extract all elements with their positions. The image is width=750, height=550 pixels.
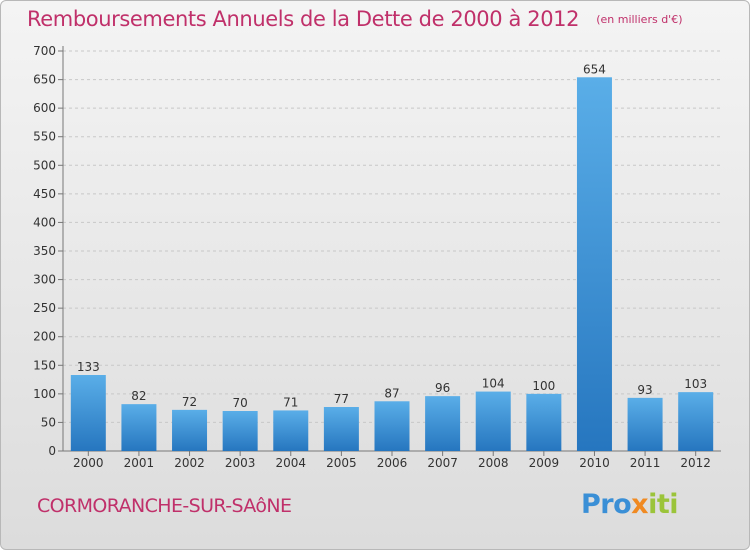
bar-value-label: 96 xyxy=(435,381,450,395)
y-tick-label: 700 xyxy=(33,44,56,58)
logo-part-2: x xyxy=(631,489,649,520)
y-tick-label: 150 xyxy=(33,358,56,372)
grid-lines xyxy=(63,50,721,423)
bar xyxy=(627,397,663,451)
bar-value-label: 654 xyxy=(583,62,606,76)
y-tick-label: 650 xyxy=(33,73,56,87)
bar-value-label: 104 xyxy=(482,377,505,391)
logo-part-1: Pro xyxy=(581,489,632,520)
bar-value-label: 103 xyxy=(684,377,707,391)
y-tick-label: 350 xyxy=(33,244,56,258)
y-tick-label: 600 xyxy=(33,101,56,115)
y-tick-label: 450 xyxy=(33,187,56,201)
bar xyxy=(70,375,106,451)
bar-value-label: 72 xyxy=(182,395,197,409)
bar xyxy=(172,409,208,451)
bar xyxy=(323,407,359,451)
bar-value-label: 87 xyxy=(384,386,399,400)
y-tick-label: 300 xyxy=(33,273,56,287)
x-tick-label: 2011 xyxy=(630,456,661,470)
data-labels: 133 82 72 70 71 77 87 96 104 100 654 93 103 xyxy=(77,62,707,410)
bar xyxy=(475,391,511,451)
y-tick-label: 0 xyxy=(48,444,56,458)
bar-value-label: 100 xyxy=(532,379,555,393)
y-tick-label: 100 xyxy=(33,387,56,401)
y-tick-label: 250 xyxy=(33,301,56,315)
x-tick-label: 2007 xyxy=(427,456,458,470)
bar-value-label: 71 xyxy=(283,395,298,409)
x-tick-label: 2004 xyxy=(275,456,306,470)
x-tick-label: 2002 xyxy=(174,456,205,470)
x-tick-label: 2005 xyxy=(326,456,357,470)
y-tick-label: 500 xyxy=(33,158,56,172)
bar-value-label: 93 xyxy=(637,383,652,397)
x-tick-label: 2003 xyxy=(225,456,256,470)
x-tick-label: 2001 xyxy=(124,456,155,470)
bar xyxy=(576,77,612,452)
y-tick-label: 550 xyxy=(33,130,56,144)
chart-title: Remboursements Annuels de la Dette de 20… xyxy=(27,7,580,31)
bar xyxy=(222,411,258,451)
bars xyxy=(70,77,714,452)
x-tick-label: 2009 xyxy=(529,456,560,470)
y-tick-label: 50 xyxy=(41,415,56,429)
title-row: Remboursements Annuels de la Dette de 20… xyxy=(27,7,682,31)
bar xyxy=(425,396,461,451)
bar xyxy=(526,393,562,451)
bar-value-label: 133 xyxy=(77,360,100,374)
city-name: CORMORANCHE-SUR-SAôNE xyxy=(37,495,292,517)
bar-value-label: 82 xyxy=(131,389,146,403)
bar-value-label: 77 xyxy=(334,392,349,406)
x-tick-label: 2000 xyxy=(73,456,104,470)
chart-unit: (en milliers d'€) xyxy=(596,13,683,26)
axes: 0 50 100 150 200 250 300 350 400 450 500 550 600 650 7… xyxy=(33,44,721,470)
proxiti-logo: Proxiti xyxy=(581,489,678,520)
x-tick-label: 2008 xyxy=(478,456,509,470)
bar-value-label: 70 xyxy=(233,396,248,410)
x-tick-label: 2006 xyxy=(377,456,408,470)
bar xyxy=(678,392,714,451)
y-tick-label: 200 xyxy=(33,330,56,344)
bar xyxy=(374,401,410,451)
y-tick-label: 400 xyxy=(33,215,56,229)
x-tick-label: 2012 xyxy=(680,456,711,470)
bar xyxy=(273,410,309,451)
bar xyxy=(121,404,157,451)
x-tick-label: 2010 xyxy=(579,456,610,470)
logo-part-3: iti xyxy=(648,489,678,520)
